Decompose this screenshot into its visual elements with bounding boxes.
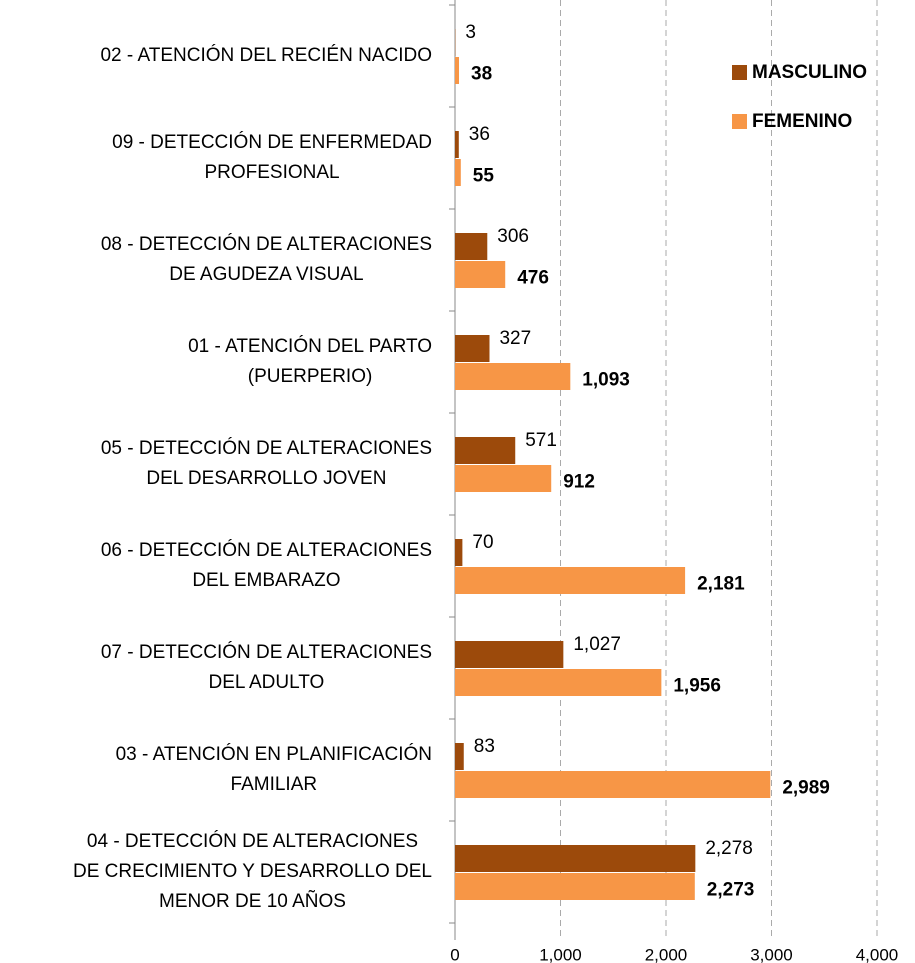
data-label: 2,181 (697, 574, 745, 595)
data-label: 476 (517, 268, 549, 289)
data-label: 70 (472, 532, 493, 553)
data-label: 38 (471, 64, 492, 85)
category-label: 06 - DETECCIÓN DE ALTERACIONES (101, 539, 432, 561)
bar (455, 771, 771, 798)
category-label: MENOR DE 10 AÑOS (159, 890, 346, 912)
category-label: 02 - ATENCIÓN DEL RECIÉN NACIDO (100, 44, 432, 66)
bar (455, 669, 662, 696)
category-label: DEL EMBARAZO (192, 570, 340, 591)
bar (455, 743, 464, 770)
data-label: 1,027 (573, 634, 621, 655)
bar (455, 465, 552, 492)
data-label: 2,989 (782, 778, 830, 799)
legend-label: MASCULINO (752, 62, 867, 83)
data-label: 2,273 (707, 880, 755, 901)
legend-swatch (732, 114, 747, 129)
category-label: (PUERPERIO) (248, 366, 373, 387)
category-label: PROFESIONAL (204, 162, 339, 183)
x-tick-label: 3,000 (750, 945, 793, 963)
bar (455, 159, 461, 186)
category-label: 05 - DETECCIÓN DE ALTERACIONES (101, 437, 432, 459)
data-label: 55 (473, 166, 495, 187)
data-label: 83 (474, 736, 495, 757)
bar (455, 233, 488, 260)
bar (455, 873, 695, 900)
x-tick-label: 2,000 (645, 945, 688, 963)
bar (455, 641, 564, 668)
bar (455, 57, 460, 84)
category-label: 07 - DETECCIÓN DE ALTERACIONES (101, 641, 432, 663)
data-label: 3 (465, 22, 476, 43)
category-label: 09 - DETECCIÓN DE ENFERMEDAD (112, 131, 432, 153)
data-label: 2,278 (705, 838, 753, 859)
bar (455, 131, 459, 158)
bar (455, 261, 506, 288)
category-label: 08 - DETECCIÓN DE ALTERACIONES (101, 233, 432, 255)
data-label: 36 (469, 124, 490, 145)
category-label: FAMILIAR (231, 774, 318, 795)
category-label: DEL DESARROLLO JOVEN (146, 468, 386, 489)
bar (455, 567, 686, 594)
data-label: 306 (497, 226, 529, 247)
category-label: DE CRECIMIENTO Y DESARROLLO DEL (73, 861, 432, 882)
bar (455, 539, 463, 566)
category-label: 01 - ATENCIÓN DEL PARTO (188, 335, 432, 357)
legend-label: FEMENINO (752, 111, 852, 132)
data-label: 1,956 (673, 676, 721, 697)
bar (455, 335, 490, 362)
data-label: 912 (563, 472, 595, 493)
category-label: DEL ADULTO (209, 672, 325, 693)
category-label: DE AGUDEZA VISUAL (169, 264, 363, 285)
bar (455, 437, 516, 464)
data-label: 571 (525, 430, 557, 451)
data-label: 1,093 (582, 370, 630, 391)
category-label: 04 - DETECCIÓN DE ALTERACIONES (87, 830, 418, 852)
data-label: 327 (499, 328, 531, 349)
x-tick-label: 4,000 (856, 945, 899, 963)
bar (455, 363, 571, 390)
legend-swatch (732, 65, 747, 80)
x-tick-label: 0 (450, 945, 459, 963)
bar (455, 845, 696, 872)
x-tick-label: 1,000 (539, 945, 582, 963)
category-label: 03 - ATENCIÓN EN PLANIFICACIÓN (116, 743, 432, 765)
